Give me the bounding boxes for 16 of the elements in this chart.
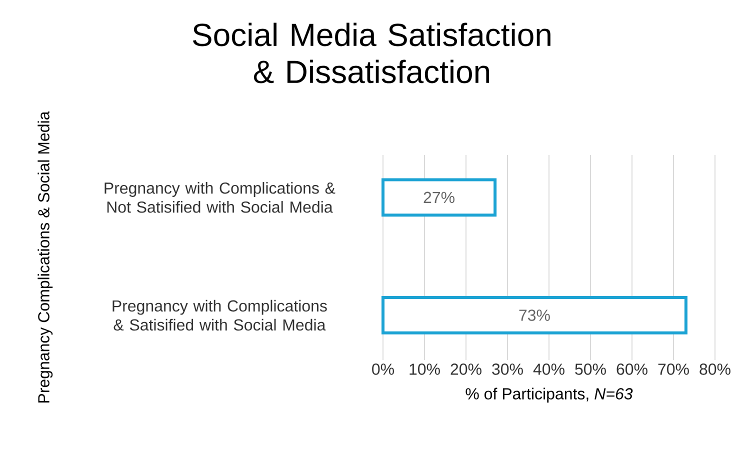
x-tick-label: 50% [575,364,606,375]
x-axis-title: % of Participants, N=63 [466,388,633,403]
x-tick-label: 0% [372,364,394,375]
x-tick-label: 70% [658,364,689,375]
y-tick-label: Pregnancy with Complications & Not Satisified with Social Media [104,182,336,213]
y-axis-title: Pregnancy Complications & Social Media [38,111,53,402]
data-label: 27% [424,192,454,204]
x-tick-label: 30% [492,364,523,375]
x-tick-label: 40% [533,364,564,375]
x-tick-label: 60% [616,364,648,375]
y-tick-label: Pregnancy with Complications & Satisified with Social Media [112,300,327,331]
x-tick-label: 80% [700,364,730,375]
x-tick-label: 20% [450,364,482,375]
chart-title: Social Media Satisfaction & Dissatisfaction [192,22,550,84]
x-tick-label: 10% [410,364,440,375]
data-label: 73% [519,310,550,321]
